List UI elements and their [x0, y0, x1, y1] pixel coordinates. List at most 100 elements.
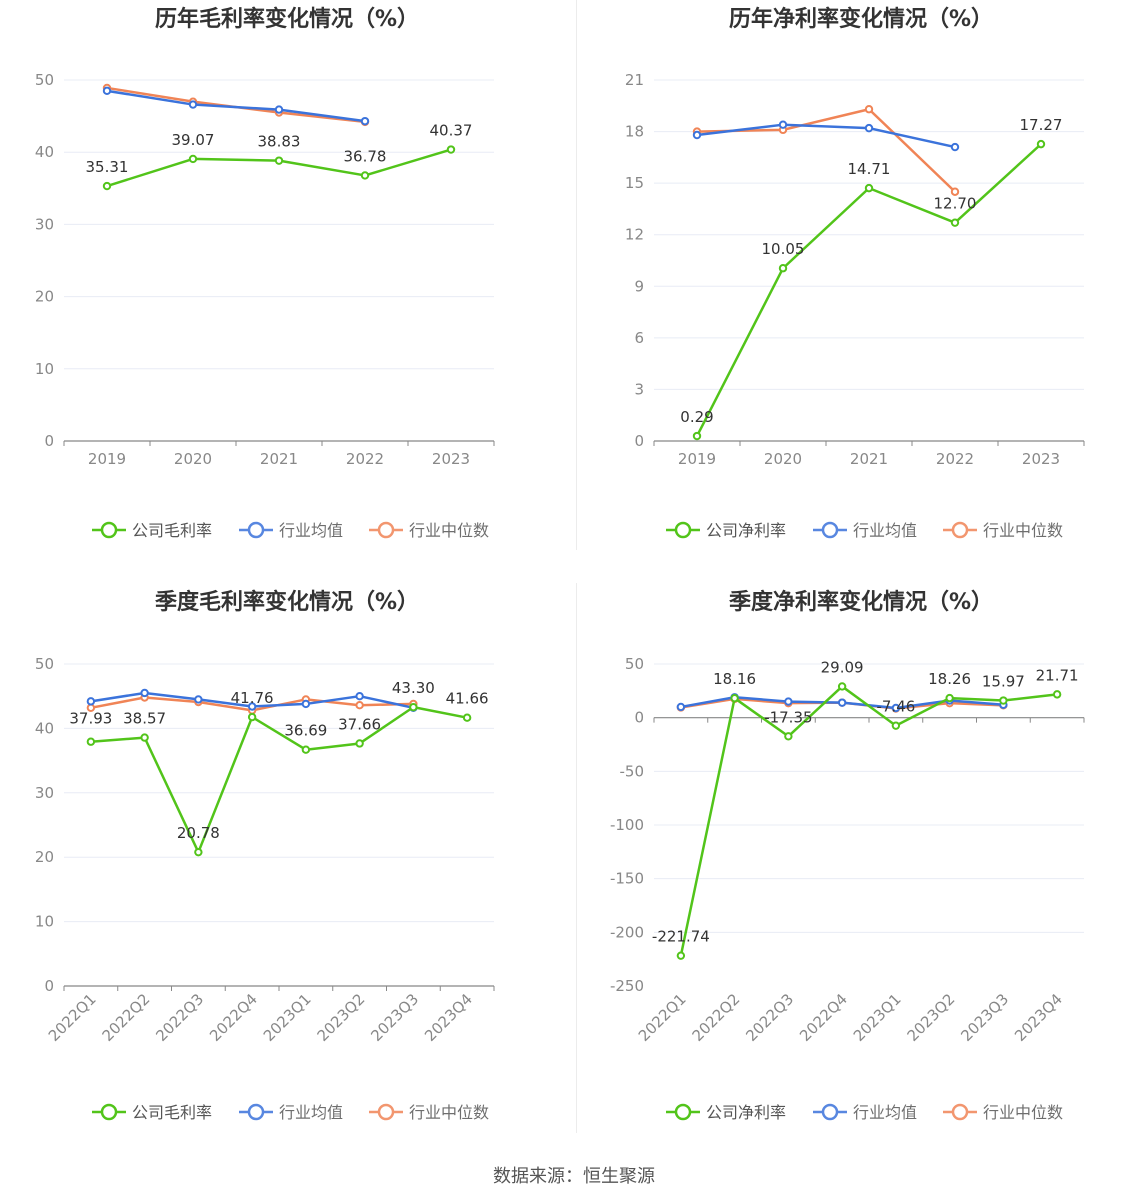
data-label: 37.66 — [338, 715, 381, 733]
data-point-company — [462, 713, 472, 722]
y-tick-label: 6 — [634, 329, 644, 347]
x-tick-label: 2020 — [174, 450, 212, 468]
data-label: 39.07 — [172, 131, 215, 149]
chart-svg: 历年净利率变化情况（%） 0 3 6 9 12 15 18 21 2019 2020 2021 2022… — [625, 6, 1085, 540]
y-tick-label: 3 — [634, 380, 644, 398]
x-tick-label: 2022Q1 — [635, 990, 690, 1045]
data-label: 37.93 — [69, 710, 112, 728]
data-point-avg — [360, 116, 370, 126]
circle-line-icon — [100, 521, 118, 539]
data-label: 29.09 — [821, 658, 864, 676]
y-tick-label: 10 — [35, 913, 54, 931]
y-tick-label: 0 — [634, 709, 644, 727]
data-point-avg — [950, 142, 960, 152]
legend-label: 公司毛利率 — [132, 521, 212, 540]
series-line-avg — [696, 123, 956, 149]
data-point-company — [446, 145, 456, 154]
circle-line-icon — [821, 1103, 839, 1121]
legend-item-median: 行业中位数 — [369, 521, 489, 540]
data-label: 14.71 — [848, 160, 891, 178]
divider — [576, 0, 577, 550]
legend-label: 公司净利率 — [706, 1103, 786, 1122]
data-point-company — [188, 154, 198, 164]
circle-line-icon — [951, 1103, 969, 1121]
legend-label: 行业中位数 — [409, 1103, 489, 1122]
circle-line-icon — [674, 1103, 692, 1121]
annual-gross-margin-chart: 历年毛利率变化情况（%） 0 10 20 30 40 50 2019 2020 2021 2022 2… — [0, 0, 574, 580]
legend-label: 行业均值 — [853, 1103, 917, 1122]
quarterly-net-margin-chart: 季度净利率变化情况（%） -250 -200 -150 -100 -50 0 50 2022Q1… — [574, 583, 1148, 1163]
data-point-avg — [301, 699, 311, 709]
circle-line-icon — [377, 521, 395, 539]
series-line-avg — [106, 89, 366, 123]
x-tick-label: 2021 — [850, 450, 888, 468]
divider — [576, 583, 577, 1133]
data-label: 10.05 — [762, 240, 805, 258]
data-label: 41.66 — [446, 690, 489, 708]
legend-item-avg: 行业均值 — [813, 1103, 917, 1122]
x-tick-label: 2023 — [432, 450, 470, 468]
data-point-avg — [784, 697, 793, 706]
x-tick-label: 2022Q2 — [689, 990, 744, 1045]
x-tick-label: 2019 — [88, 450, 126, 468]
series-line-company — [90, 705, 468, 854]
chart-title: 历年净利率变化情况（%） — [729, 6, 993, 32]
y-tick-label: -50 — [620, 762, 645, 780]
legend-label: 行业均值 — [279, 521, 343, 540]
data-point-company — [730, 693, 739, 703]
legend-label: 行业中位数 — [409, 521, 489, 540]
legend-item-company: 公司毛利率 — [92, 521, 212, 540]
chart-title: 历年毛利率变化情况（%） — [155, 6, 419, 32]
circle-line-icon — [247, 1103, 265, 1121]
x-tick-label: 2020 — [764, 450, 802, 468]
data-point-company — [1036, 139, 1046, 149]
data-point-company — [778, 264, 788, 273]
legend-label: 公司净利率 — [706, 521, 786, 540]
data-point-avg — [891, 703, 901, 713]
chart-svg: 历年毛利率变化情况（%） 0 10 20 30 40 50 2019 2020 2021 2022 2… — [35, 6, 495, 540]
data-point-company — [891, 721, 901, 730]
x-tick-label: 2023Q4 — [421, 990, 476, 1045]
y-tick-label: 20 — [35, 848, 54, 866]
y-tick-label: 40 — [35, 719, 54, 737]
data-point-company — [86, 737, 96, 746]
y-tick-label: 50 — [35, 655, 54, 673]
circle-line-icon — [100, 1103, 118, 1121]
data-label: 21.71 — [1036, 666, 1079, 684]
y-tick-label: 30 — [35, 215, 54, 233]
y-tick-label: -100 — [610, 816, 644, 834]
legend-item-avg: 行业均值 — [813, 521, 917, 540]
circle-line-icon — [674, 521, 692, 539]
y-tick-label: 30 — [35, 784, 54, 802]
data-label: 38.83 — [258, 133, 301, 151]
legend-item-company: 公司净利率 — [666, 1103, 786, 1122]
y-tick-label: -150 — [610, 870, 644, 888]
data-label: 35.31 — [86, 158, 129, 176]
chart-title: 季度毛利率变化情况（%） — [155, 589, 419, 615]
annual-net-margin-chart: 历年净利率变化情况（%） 0 3 6 9 12 15 18 21 2019 2020 2021 2022… — [574, 0, 1148, 580]
data-label: 20.78 — [177, 824, 220, 842]
legend-label: 行业均值 — [853, 521, 917, 540]
legend-item-median: 行业中位数 — [943, 1103, 1063, 1122]
data-point-company — [676, 951, 686, 960]
x-tick-label: 2022Q3 — [152, 990, 207, 1045]
legend-label: 行业中位数 — [983, 521, 1063, 540]
data-point-company — [355, 739, 364, 748]
x-tick-label: 2023Q2 — [904, 990, 959, 1045]
data-point-avg — [864, 123, 874, 133]
data-point-avg — [194, 695, 203, 704]
data-label: 43.30 — [392, 679, 435, 697]
data-point-company — [102, 181, 112, 191]
x-tick-label: 2023Q4 — [1011, 990, 1066, 1045]
circle-line-icon — [821, 521, 839, 539]
legend-label: 公司毛利率 — [132, 1103, 212, 1122]
y-tick-label: 20 — [35, 288, 54, 306]
y-tick-label: 15 — [625, 174, 644, 192]
x-tick-label: 2022Q3 — [742, 990, 797, 1045]
data-label: -17.35 — [764, 708, 812, 726]
x-tick-label: 2022 — [936, 450, 974, 468]
data-point-avg — [247, 702, 257, 711]
circle-line-icon — [247, 521, 265, 539]
x-tick-label: 2023Q1 — [850, 990, 905, 1045]
data-point-median — [864, 105, 874, 114]
